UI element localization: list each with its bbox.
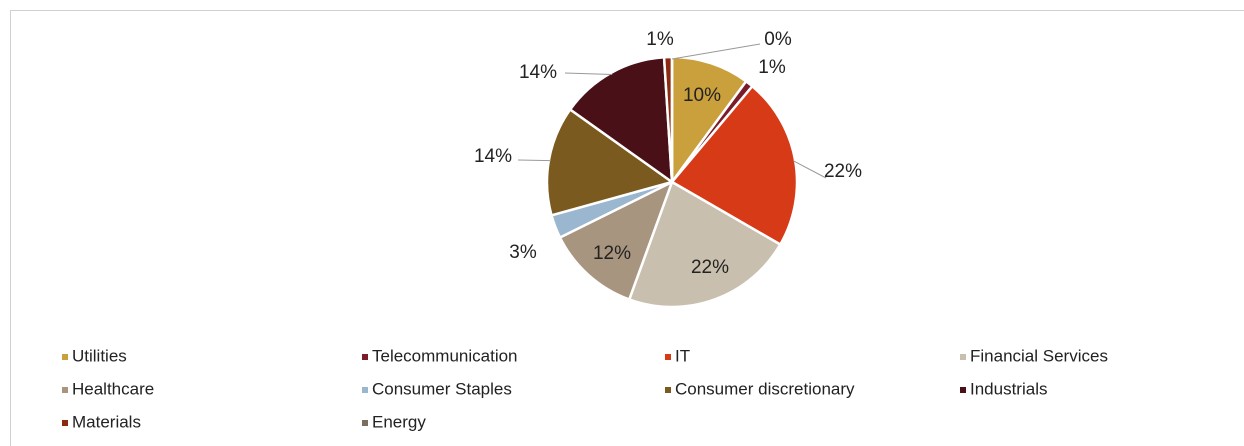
pie-slice xyxy=(670,84,799,247)
legend-marker xyxy=(62,387,68,393)
leader-line xyxy=(671,43,761,60)
pie-slice xyxy=(670,55,748,186)
legend-label: Consumer Staples xyxy=(372,379,512,398)
legend-label: Utilities xyxy=(72,346,127,365)
pie-slice xyxy=(568,55,674,185)
data-label: 10% xyxy=(683,85,721,106)
legend-marker xyxy=(665,354,671,360)
chart-frame xyxy=(10,10,1244,446)
leader-line xyxy=(564,72,613,76)
legend-marker xyxy=(665,387,671,393)
data-label: 14% xyxy=(519,62,557,83)
legend-marker xyxy=(62,420,68,426)
data-label: 3% xyxy=(509,242,537,263)
legend-label: Healthcare xyxy=(72,379,154,398)
legend-label: Energy xyxy=(372,412,426,431)
data-label: 12% xyxy=(593,243,631,264)
legend-marker xyxy=(362,354,368,360)
leader-line xyxy=(792,160,827,179)
data-label: 14% xyxy=(474,146,512,167)
legend-label: Financial Services xyxy=(970,346,1108,365)
legend-label: IT xyxy=(675,346,690,365)
data-label: 22% xyxy=(824,161,862,182)
legend-label: Consumer discretionary xyxy=(675,379,855,398)
pie-slice xyxy=(558,179,675,302)
legend-marker xyxy=(960,354,966,360)
leader-line xyxy=(517,159,551,162)
data-label: 22% xyxy=(691,257,729,278)
pie-slice xyxy=(627,180,782,309)
data-label: 1% xyxy=(758,57,786,78)
legend-label: Materials xyxy=(72,412,141,431)
legend-label: Telecommunication xyxy=(372,346,518,365)
data-label: 1% xyxy=(646,29,674,50)
legend-marker xyxy=(362,420,368,426)
legend-marker xyxy=(960,387,966,393)
legend-marker xyxy=(362,387,368,393)
legend-marker xyxy=(62,354,68,360)
data-label: 0% xyxy=(764,29,792,50)
legend-label: Industrials xyxy=(970,379,1047,398)
